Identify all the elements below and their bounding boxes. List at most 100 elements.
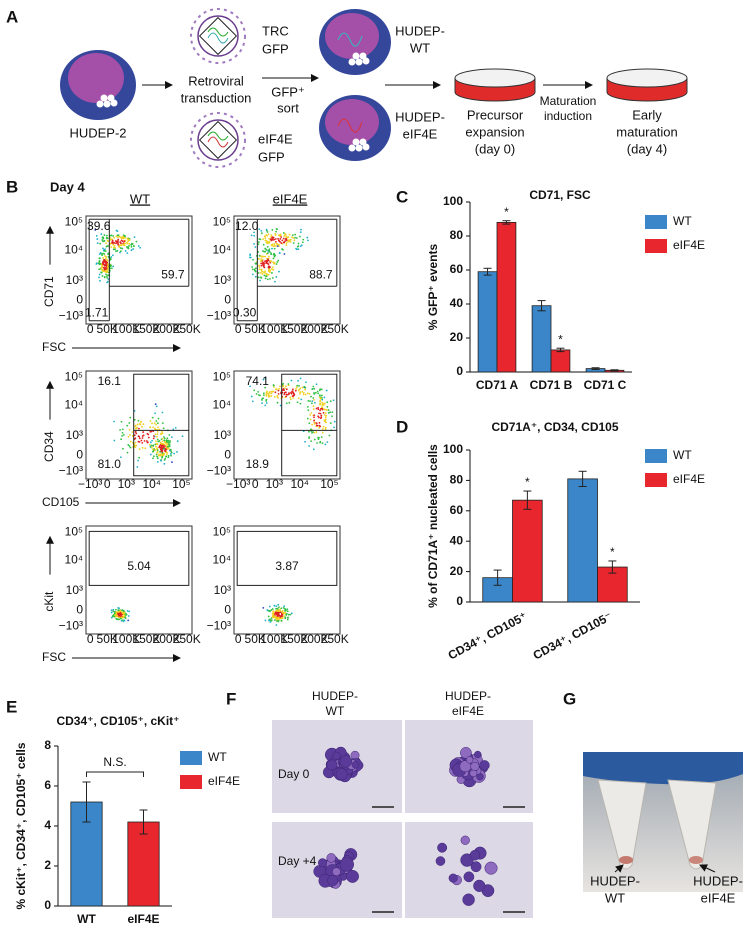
flow-dot bbox=[271, 244, 274, 247]
flow-dot bbox=[164, 457, 167, 460]
flow-dot bbox=[165, 448, 168, 451]
flow-dot bbox=[109, 237, 112, 239]
flow-dot bbox=[274, 391, 277, 394]
flow-x-tick: 250K bbox=[321, 322, 349, 336]
flow-dot bbox=[272, 261, 275, 264]
flow-dot bbox=[289, 396, 292, 399]
flow-dot bbox=[101, 254, 103, 257]
flow-dot bbox=[269, 609, 271, 612]
column-label: HUDEP- bbox=[312, 689, 358, 703]
flow-x-tick: 0 bbox=[235, 322, 242, 336]
flow-dot bbox=[262, 255, 265, 258]
flow-dot bbox=[297, 248, 300, 251]
flow-dot bbox=[283, 393, 286, 396]
label: eIF4E bbox=[403, 126, 438, 141]
flow-dot bbox=[99, 279, 101, 282]
y-tick-label: 100 bbox=[443, 194, 463, 208]
flow-x-tick: 100K bbox=[260, 632, 288, 646]
flow-dot bbox=[329, 400, 332, 403]
flow-dot bbox=[98, 268, 100, 271]
flow-dot bbox=[129, 440, 132, 443]
flow-dot bbox=[253, 234, 256, 237]
flow-dot bbox=[100, 267, 103, 270]
flow-dot bbox=[296, 401, 299, 404]
flow-dot bbox=[265, 259, 268, 262]
flow-dot bbox=[320, 388, 323, 391]
flow-dot bbox=[279, 385, 281, 388]
flow-dot bbox=[306, 236, 309, 239]
flow-dot bbox=[319, 388, 322, 391]
y-tick-label: 60 bbox=[450, 503, 464, 517]
flow-dot bbox=[318, 426, 321, 429]
flow-dot bbox=[135, 432, 138, 435]
flow-dot bbox=[169, 453, 172, 455]
flow-dot bbox=[133, 236, 136, 239]
flow-dot bbox=[264, 237, 267, 239]
label: transduction bbox=[181, 90, 252, 105]
flow-dot bbox=[160, 459, 162, 462]
legend-label: WT bbox=[673, 448, 692, 462]
flow-dot bbox=[156, 438, 159, 441]
flow-dot bbox=[272, 245, 275, 248]
flow-dot bbox=[284, 617, 287, 620]
flow-dot bbox=[104, 261, 107, 264]
flow-dot bbox=[165, 455, 168, 458]
flow-dot bbox=[304, 440, 306, 443]
flow-dot bbox=[123, 619, 126, 622]
flow-dot bbox=[102, 257, 105, 259]
flow-dot bbox=[121, 611, 124, 614]
flow-dot bbox=[104, 248, 106, 251]
flow-dot bbox=[299, 377, 302, 380]
flow-dot bbox=[121, 428, 124, 431]
flow-dot bbox=[307, 399, 310, 402]
flow-dot bbox=[323, 396, 326, 399]
flow-y-tick: 0 bbox=[224, 602, 231, 616]
flow-dot bbox=[295, 386, 298, 389]
chart-title: CD71, FSC bbox=[529, 188, 591, 202]
flow-dot bbox=[141, 425, 143, 428]
label: GFP bbox=[258, 149, 285, 164]
flow-dot bbox=[287, 616, 289, 619]
flow-dot bbox=[106, 280, 109, 283]
row-label: Day +4 bbox=[278, 854, 317, 868]
flow-dot bbox=[104, 257, 107, 260]
flow-dot bbox=[331, 411, 334, 414]
flow-dot bbox=[287, 239, 290, 242]
flow-dot bbox=[301, 241, 304, 244]
flow-dot bbox=[149, 453, 152, 456]
label: HUDEP- bbox=[395, 109, 445, 124]
flow-dot bbox=[313, 398, 315, 401]
flow-dot bbox=[262, 392, 265, 395]
flow-dot bbox=[261, 258, 264, 261]
flow-dot bbox=[274, 234, 277, 236]
flow-dot bbox=[134, 430, 137, 433]
flow-dot bbox=[147, 433, 150, 436]
legend-swatch bbox=[180, 775, 202, 789]
gate-percent: 3.87 bbox=[275, 559, 299, 573]
flow-dot bbox=[265, 394, 268, 397]
flow-dot bbox=[273, 386, 275, 388]
label: TRC bbox=[262, 23, 289, 38]
flow-dot bbox=[249, 385, 251, 388]
flow-dot bbox=[306, 392, 309, 395]
flow-dot bbox=[276, 261, 279, 263]
flow-dot bbox=[267, 268, 270, 271]
flow-x-tick: 250K bbox=[321, 632, 349, 646]
flow-dot bbox=[135, 240, 138, 243]
flow-dot bbox=[113, 439, 116, 442]
flow-dot bbox=[257, 390, 260, 393]
flow-x-tick: 150K bbox=[132, 632, 160, 646]
flow-dot bbox=[130, 243, 133, 246]
label: Retroviral bbox=[188, 73, 244, 88]
flow-dot bbox=[300, 398, 303, 401]
flow-dot bbox=[321, 428, 324, 430]
flow-dot bbox=[281, 239, 284, 242]
flow-dot bbox=[261, 402, 263, 405]
flow-dot bbox=[259, 238, 262, 241]
flow-dot bbox=[258, 254, 261, 257]
label: sort bbox=[277, 100, 299, 115]
flow-dot bbox=[272, 238, 275, 241]
flow-dot bbox=[297, 397, 300, 399]
flow-y-tick: −10³ bbox=[59, 309, 83, 323]
flow-dot bbox=[138, 456, 141, 459]
